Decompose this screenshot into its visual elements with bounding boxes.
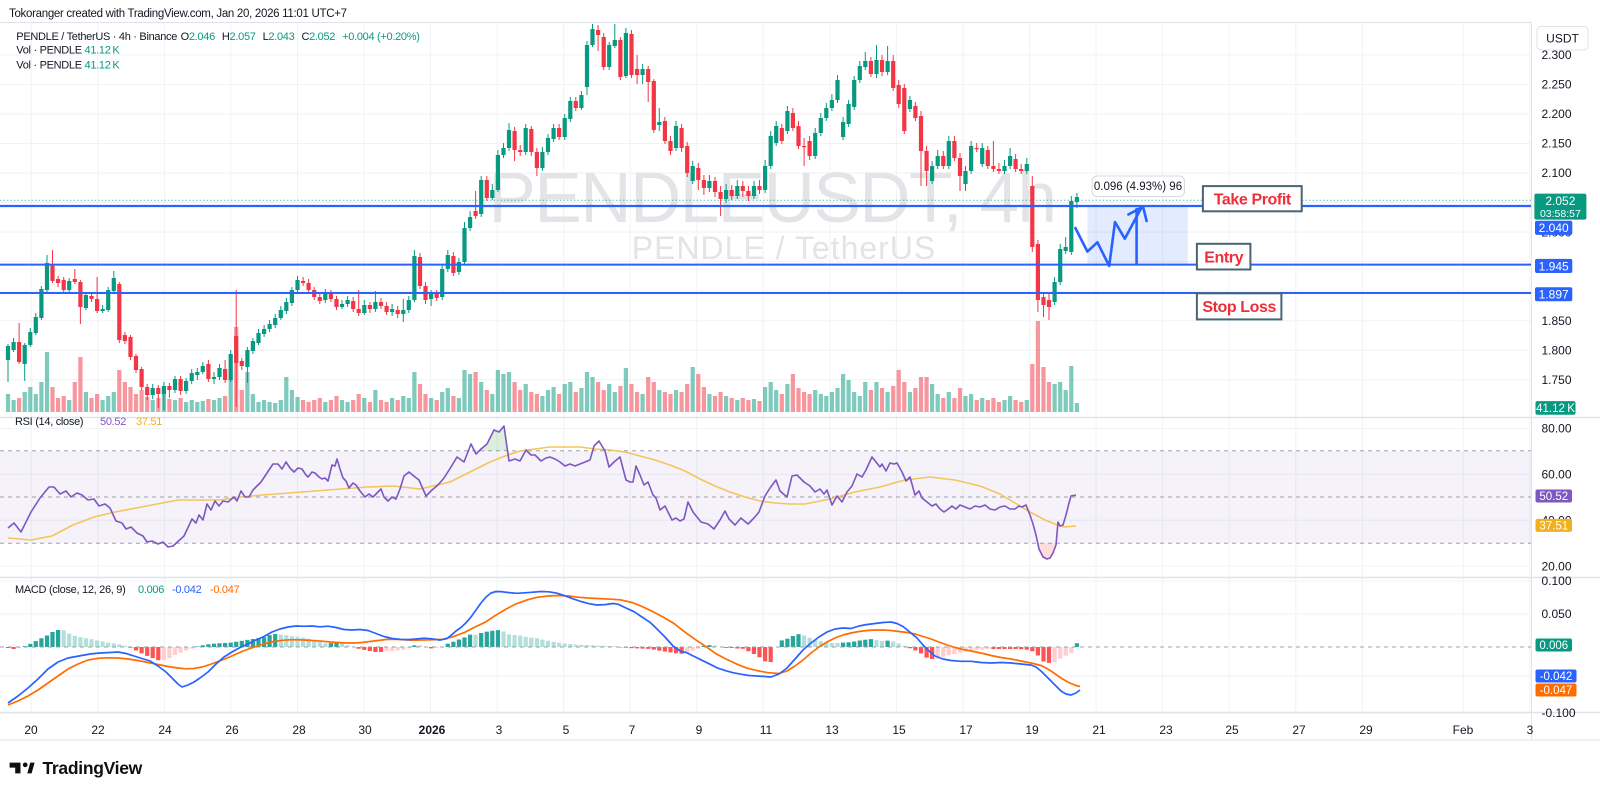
svg-text:60.00: 60.00 <box>1542 468 1572 482</box>
svg-text:11: 11 <box>760 723 773 737</box>
svg-text:37.51: 37.51 <box>1539 521 1568 533</box>
svg-text:3: 3 <box>1527 723 1534 737</box>
svg-text:Vol · PENDLE: Vol · PENDLE <box>16 59 81 71</box>
svg-text:TradingView: TradingView <box>43 758 143 778</box>
svg-text:0.100: 0.100 <box>1542 574 1572 588</box>
svg-text:PENDLE / TetherUS: PENDLE / TetherUS <box>632 230 937 266</box>
svg-text:Entry: Entry <box>1204 249 1243 266</box>
svg-text:Tokoranger created with Tradin: Tokoranger created with TradingView.com,… <box>9 8 347 20</box>
svg-text:0.006: 0.006 <box>1539 640 1568 652</box>
svg-text:RSI (14, close): RSI (14, close) <box>15 416 83 428</box>
svg-text:27: 27 <box>1292 723 1306 737</box>
svg-text:1.750: 1.750 <box>1542 373 1572 387</box>
svg-text:Take Profit: Take Profit <box>1214 192 1292 209</box>
svg-text:3: 3 <box>496 723 503 737</box>
svg-text:2.250: 2.250 <box>1542 78 1572 92</box>
svg-text:13: 13 <box>825 723 839 737</box>
svg-text:-0.047: -0.047 <box>1540 685 1573 697</box>
svg-text:03:58:57: 03:58:57 <box>1540 208 1581 220</box>
svg-text:7: 7 <box>629 723 636 737</box>
svg-text:-0.042: -0.042 <box>172 584 202 596</box>
svg-text:0.006: 0.006 <box>138 584 164 596</box>
svg-text:26: 26 <box>225 723 239 737</box>
svg-text:2.040: 2.040 <box>1539 221 1569 235</box>
svg-text:2.100: 2.100 <box>1542 166 1572 180</box>
svg-text:41.12 K: 41.12 K <box>85 59 121 71</box>
svg-text:41.12 K: 41.12 K <box>1536 403 1575 415</box>
svg-text:2026: 2026 <box>419 723 446 737</box>
svg-text:Feb: Feb <box>1453 723 1474 737</box>
svg-text:24: 24 <box>158 723 172 737</box>
svg-text:37.51: 37.51 <box>136 416 162 428</box>
svg-text:50.52: 50.52 <box>1539 491 1568 503</box>
svg-text:30: 30 <box>358 723 372 737</box>
svg-text:1.945: 1.945 <box>1539 259 1569 273</box>
svg-text:Vol · PENDLE: Vol · PENDLE <box>16 45 81 57</box>
svg-text:20.00: 20.00 <box>1542 559 1572 573</box>
svg-text:PENDLEUSDT, 4h: PENDLEUSDT, 4h <box>489 159 1056 238</box>
svg-text:2.150: 2.150 <box>1542 137 1572 151</box>
svg-text:1.897: 1.897 <box>1539 288 1569 302</box>
svg-text:MACD (close, 12, 26, 9): MACD (close, 12, 26, 9) <box>15 584 125 596</box>
svg-text:Stop Loss: Stop Loss <box>1202 299 1276 316</box>
svg-text:25: 25 <box>1225 723 1239 737</box>
svg-text:2.300: 2.300 <box>1542 48 1572 62</box>
svg-text:22: 22 <box>91 723 105 737</box>
svg-text:17: 17 <box>959 723 973 737</box>
svg-text:-0.042: -0.042 <box>1540 671 1573 683</box>
svg-text:0.096 (4.93%) 96: 0.096 (4.93%) 96 <box>1094 181 1182 193</box>
svg-text:2.052: 2.052 <box>1545 194 1575 208</box>
svg-text:9: 9 <box>696 723 703 737</box>
svg-text:28: 28 <box>292 723 306 737</box>
svg-text:PENDLE / TetherUS · 4h · Binan: PENDLE / TetherUS · 4h · Binance <box>16 31 177 43</box>
svg-text:-0.047: -0.047 <box>210 584 240 596</box>
svg-text:50.52: 50.52 <box>100 416 126 428</box>
svg-text:5: 5 <box>563 723 570 737</box>
svg-text:20: 20 <box>24 723 38 737</box>
svg-text:41.12 K: 41.12 K <box>85 45 121 57</box>
svg-text:15: 15 <box>892 723 906 737</box>
svg-text:1.850: 1.850 <box>1542 314 1572 328</box>
svg-text:29: 29 <box>1359 723 1373 737</box>
svg-text:19: 19 <box>1025 723 1039 737</box>
svg-text:2.200: 2.200 <box>1542 107 1572 121</box>
svg-text:0.050: 0.050 <box>1542 607 1572 621</box>
svg-text:USDT: USDT <box>1546 32 1579 46</box>
svg-text:1.800: 1.800 <box>1542 343 1572 357</box>
svg-text:21: 21 <box>1092 723 1106 737</box>
svg-text:-0.100: -0.100 <box>1542 706 1576 720</box>
svg-text:80.00: 80.00 <box>1542 422 1572 436</box>
svg-text:23: 23 <box>1159 723 1173 737</box>
